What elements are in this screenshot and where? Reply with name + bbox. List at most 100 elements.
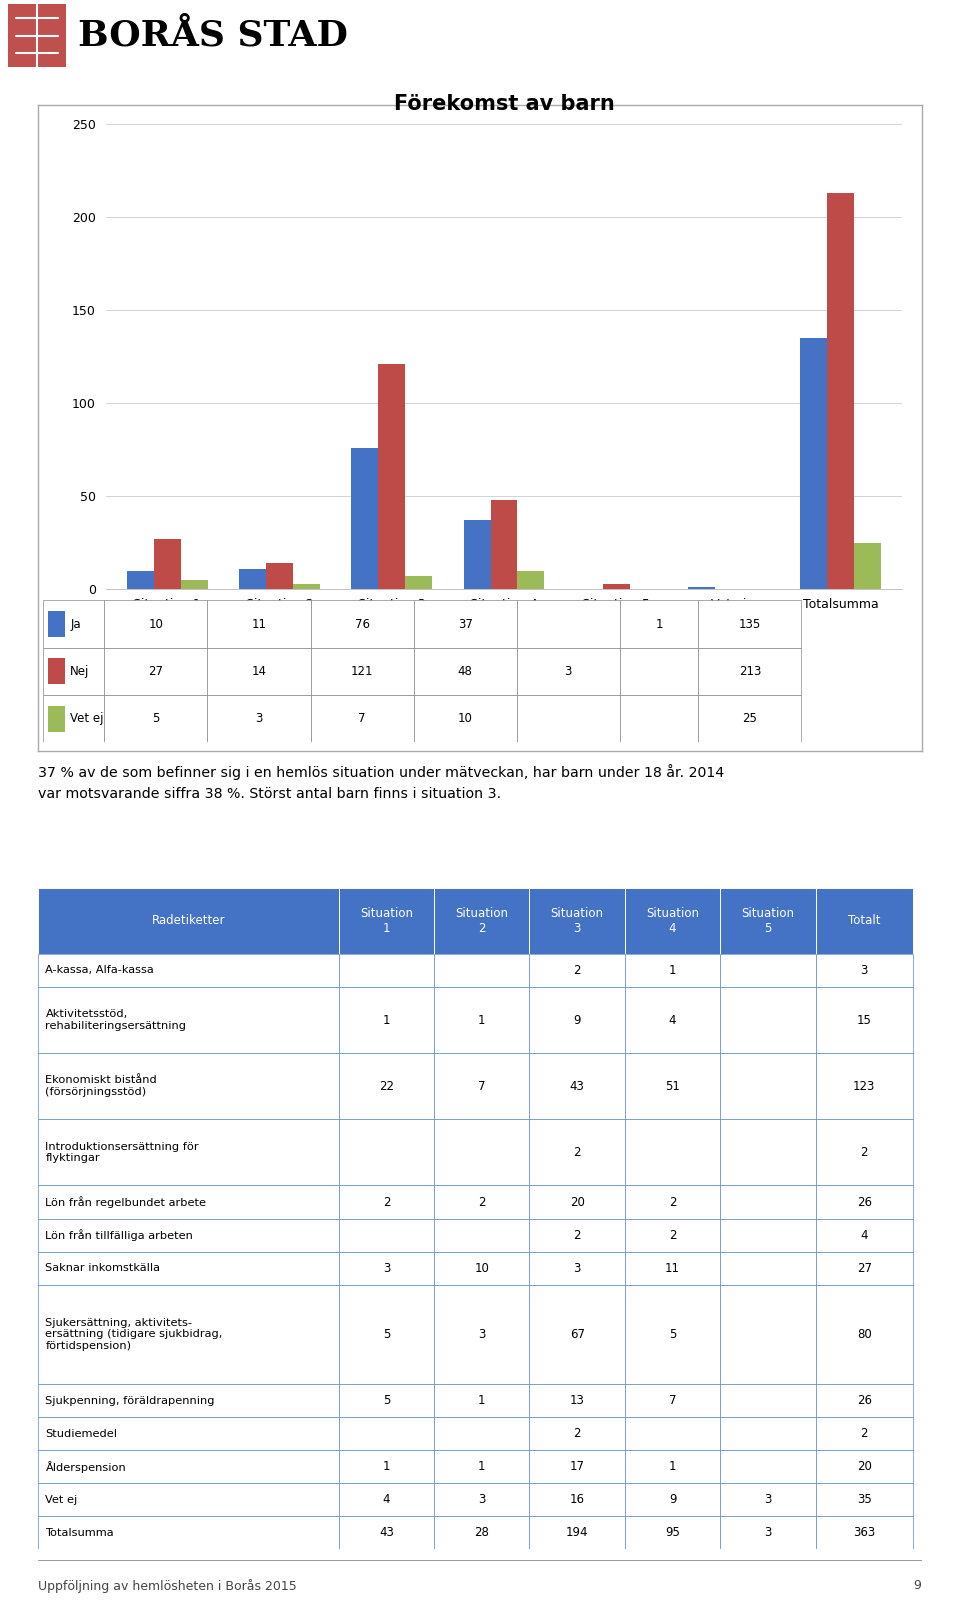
Text: Situation
2: Situation 2 <box>455 907 508 935</box>
Text: Situation
1: Situation 1 <box>360 907 413 935</box>
Text: 3: 3 <box>255 712 263 725</box>
Text: 7: 7 <box>358 712 366 725</box>
Bar <box>154 539 180 589</box>
Bar <box>266 563 293 589</box>
Text: 2: 2 <box>860 1427 868 1440</box>
Text: 16: 16 <box>569 1493 585 1506</box>
Bar <box>207 600 310 647</box>
Bar <box>625 1483 720 1517</box>
Bar <box>434 1185 530 1219</box>
Text: 11: 11 <box>665 1262 680 1275</box>
Text: Situation
4: Situation 4 <box>646 907 699 935</box>
Bar <box>434 986 530 1052</box>
Text: 3: 3 <box>764 1493 772 1506</box>
Bar <box>530 1417 625 1449</box>
Bar <box>38 954 339 986</box>
Bar <box>434 1120 530 1185</box>
Bar <box>434 1285 530 1383</box>
Text: 3: 3 <box>478 1493 486 1506</box>
Text: 43: 43 <box>379 1527 394 1540</box>
Text: 43: 43 <box>569 1080 585 1093</box>
Text: 11: 11 <box>252 618 267 631</box>
Bar <box>698 647 802 696</box>
Bar <box>405 576 432 589</box>
Bar <box>517 570 544 589</box>
Bar <box>127 570 154 589</box>
Text: 37 % av de som befinner sig i en hemlös situation under mätveckan, har barn unde: 37 % av de som befinner sig i en hemlös … <box>38 763 725 801</box>
Text: 51: 51 <box>665 1080 680 1093</box>
Bar <box>720 1417 816 1449</box>
Bar <box>603 584 630 589</box>
Bar <box>720 1252 816 1285</box>
Bar <box>620 647 699 696</box>
Bar <box>434 954 530 986</box>
Bar <box>293 584 320 589</box>
Text: Totalt: Totalt <box>848 914 880 928</box>
Bar <box>434 1517 530 1549</box>
Text: 35: 35 <box>857 1493 872 1506</box>
Text: Aktivitetsstöd,
rehabiliteringsersättning: Aktivitetsstöd, rehabiliteringsersättnin… <box>45 1009 186 1031</box>
Bar <box>625 1120 720 1185</box>
Bar <box>816 1052 913 1120</box>
Text: Vet ej: Vet ej <box>70 712 104 725</box>
Bar <box>720 1120 816 1185</box>
Text: 5: 5 <box>153 712 159 725</box>
Text: 10: 10 <box>474 1262 490 1275</box>
Bar <box>620 600 699 647</box>
Bar <box>339 888 434 954</box>
Text: 1: 1 <box>478 1461 486 1474</box>
Text: 1: 1 <box>656 618 662 631</box>
Bar <box>530 888 625 954</box>
Text: 1: 1 <box>478 1014 486 1027</box>
Text: 20: 20 <box>856 1461 872 1474</box>
Bar <box>43 647 105 696</box>
Bar <box>207 647 310 696</box>
Text: 9: 9 <box>914 1578 922 1591</box>
Text: Vet ej: Vet ej <box>45 1495 78 1504</box>
Bar <box>720 1517 816 1549</box>
Bar <box>38 1219 339 1252</box>
Text: 2: 2 <box>669 1228 676 1241</box>
Bar <box>8 5 66 66</box>
Bar <box>816 1252 913 1285</box>
Text: Introduktionsersättning för
flyktingar: Introduktionsersättning för flyktingar <box>45 1141 199 1164</box>
Text: Studiemedel: Studiemedel <box>45 1428 117 1438</box>
Text: 4: 4 <box>669 1014 676 1027</box>
Text: 3: 3 <box>573 1262 581 1275</box>
Text: 2: 2 <box>573 964 581 976</box>
Bar <box>516 696 620 742</box>
Text: Sjukpenning, föräldrapenning: Sjukpenning, föräldrapenning <box>45 1396 215 1406</box>
Text: 3: 3 <box>478 1328 486 1341</box>
Text: 4: 4 <box>860 1228 868 1241</box>
Text: 26: 26 <box>856 1394 872 1407</box>
Text: BORÅS STAD: BORÅS STAD <box>78 18 348 53</box>
Text: 2: 2 <box>573 1427 581 1440</box>
Bar <box>625 1219 720 1252</box>
Text: 363: 363 <box>853 1527 876 1540</box>
Text: Lön från regelbundet arbete: Lön från regelbundet arbete <box>45 1196 206 1207</box>
Text: 2: 2 <box>478 1196 486 1209</box>
Title: Förekomst av barn: Förekomst av barn <box>394 94 614 115</box>
Text: 2: 2 <box>573 1146 581 1159</box>
Bar <box>310 696 414 742</box>
Bar <box>310 647 414 696</box>
Bar <box>414 696 516 742</box>
Text: 17: 17 <box>569 1461 585 1474</box>
Bar <box>43 696 105 742</box>
Bar <box>720 1483 816 1517</box>
Text: 48: 48 <box>458 665 472 678</box>
Bar <box>625 1517 720 1549</box>
Bar <box>491 500 517 589</box>
Bar <box>38 1449 339 1483</box>
Text: 9: 9 <box>669 1493 676 1506</box>
Bar <box>816 1449 913 1483</box>
Text: 22: 22 <box>379 1080 394 1093</box>
Bar <box>816 1219 913 1252</box>
Bar <box>414 647 516 696</box>
Text: 123: 123 <box>853 1080 876 1093</box>
Bar <box>434 1483 530 1517</box>
Bar <box>339 1219 434 1252</box>
Text: 10: 10 <box>458 712 472 725</box>
Text: Radetiketter: Radetiketter <box>152 914 226 928</box>
Bar <box>38 1517 339 1549</box>
